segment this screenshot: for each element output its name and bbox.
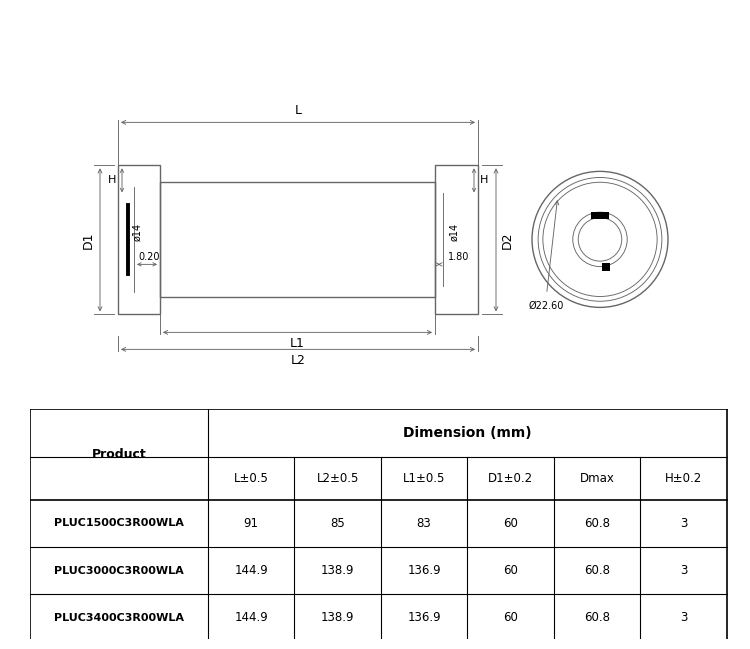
Text: 136.9: 136.9 (407, 564, 441, 577)
Text: PLUC1500C3R00WLA: PLUC1500C3R00WLA (54, 519, 184, 528)
Text: 1.80: 1.80 (448, 252, 470, 262)
Text: D1±0.2: D1±0.2 (488, 472, 533, 485)
Bar (118, 165, 160, 314)
Text: ø14: ø14 (132, 223, 142, 241)
Bar (591, 212, 609, 219)
Text: ø14: ø14 (449, 223, 459, 241)
Text: 3: 3 (680, 517, 687, 530)
Text: Ø22.60: Ø22.60 (529, 301, 564, 311)
Bar (435, 165, 478, 314)
Text: H±0.2: H±0.2 (665, 472, 702, 485)
Text: L1: L1 (290, 337, 305, 350)
Text: H: H (108, 175, 116, 186)
Text: L1±0.5: L1±0.5 (403, 472, 445, 485)
Text: Construction and Dimensions: Construction and Dimensions (134, 28, 616, 56)
Text: 3: 3 (680, 564, 687, 577)
Text: L2±0.5: L2±0.5 (316, 472, 358, 485)
Text: H: H (480, 175, 488, 186)
Text: 144.9: 144.9 (234, 564, 268, 577)
Text: 3: 3 (680, 611, 687, 624)
Text: 60: 60 (503, 564, 518, 577)
Text: 85: 85 (330, 517, 345, 530)
Text: 91: 91 (244, 517, 259, 530)
Text: 60.8: 60.8 (584, 611, 610, 624)
Text: D2: D2 (501, 231, 514, 249)
Text: Dmax: Dmax (580, 472, 614, 485)
Text: PLUC3000C3R00WLA: PLUC3000C3R00WLA (54, 566, 184, 576)
Text: 60: 60 (503, 517, 518, 530)
Text: L±0.5: L±0.5 (234, 472, 268, 485)
Text: 144.9: 144.9 (234, 611, 268, 624)
Text: 138.9: 138.9 (321, 611, 354, 624)
Text: Dimension (mm): Dimension (mm) (403, 426, 532, 440)
Text: 83: 83 (417, 517, 431, 530)
Text: 138.9: 138.9 (321, 564, 354, 577)
Text: D1: D1 (82, 231, 95, 249)
Text: 60: 60 (503, 611, 518, 624)
Text: Product: Product (92, 448, 146, 461)
Text: L2: L2 (290, 354, 305, 367)
Text: L: L (295, 104, 302, 117)
Text: 60.8: 60.8 (584, 517, 610, 530)
Text: PLUC3400C3R00WLA: PLUC3400C3R00WLA (54, 613, 184, 623)
Text: 60.8: 60.8 (584, 564, 610, 577)
Text: 0.20: 0.20 (138, 252, 160, 262)
Text: 136.9: 136.9 (407, 611, 441, 624)
Bar (160, 182, 435, 297)
Bar (602, 263, 610, 271)
